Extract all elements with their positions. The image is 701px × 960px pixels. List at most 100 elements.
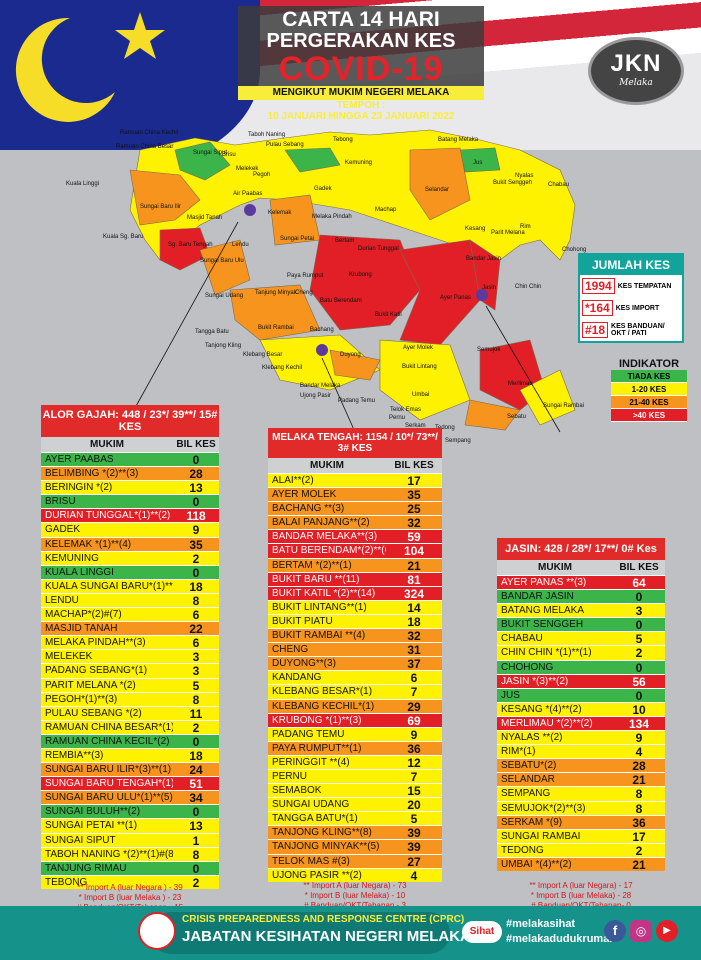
bil-kes-value: 0 (192, 805, 200, 820)
import-value: *164 (582, 300, 613, 316)
mukim-name: BUKIT PIATU (272, 615, 333, 627)
flag-canton (0, 0, 260, 150)
map-label: Padang Temu (338, 398, 375, 404)
table-row: KRUBONG *(1)**(3) 69 (268, 712, 442, 728)
bil-kes-value: 35 (407, 488, 421, 503)
mukim-name: BUKIT KATIL *(2)**(14) (272, 587, 376, 599)
table-row: TELOK MAS #(3) 27 (268, 853, 442, 869)
bil-kes-value: 39 (407, 840, 421, 855)
bil-kes-value: 69 (407, 713, 421, 728)
bil-kes-value: 8 (192, 692, 200, 707)
table-row: SEMABOK 15 (268, 783, 442, 798)
mukim-name: ALAI**(2) (272, 475, 314, 486)
table-row: BELIMBING *(2)**(3) 28 (41, 466, 219, 482)
indikator-legend: INDIKATOR TIADA KES 1-20 KES 21-40 KES >… (611, 358, 687, 422)
tempatan-value: 1994 (582, 278, 615, 294)
sihat-app-icon[interactable]: Sihat (462, 921, 502, 943)
map-label: Sebatu (507, 414, 527, 420)
map-label: Sungai Siput (193, 150, 228, 156)
table-row: BATANG MELAKA 3 (497, 603, 665, 618)
bil-kes-value: 36 (632, 815, 646, 830)
subtitle: MENGIKUT MUKIM NEGERI MELAKA (238, 86, 484, 100)
bil-kes-value: 24 (189, 763, 203, 778)
bil-kes-value: 6 (192, 608, 200, 623)
map-label: Paya Rumput (287, 273, 324, 279)
mukim-name: KEMUNING (45, 552, 99, 564)
bil-kes-value: 59 (407, 530, 421, 545)
table-row: PAYA RUMPUT**(1) 36 (268, 740, 442, 756)
bil-kes-value: 8 (635, 787, 643, 802)
mukim-name: BATANG MELAKA (501, 605, 584, 617)
mukim-name: MELAKA PINDAH**(3) (45, 637, 146, 649)
mukim-name: MERLIMAU *(2)**(2) (501, 717, 593, 729)
map-label: Bertam (335, 238, 355, 244)
bil-kes-value: 28 (189, 467, 203, 482)
mukim-name: UJONG PASIR **(2) (272, 869, 362, 881)
table-row: KELEMAK *(1)**(4) 35 (41, 536, 219, 552)
table-row: CHENG 31 (268, 642, 442, 657)
bil-kes-value: 0 (192, 453, 200, 467)
map-label: Semujok (477, 347, 501, 353)
mukim-name: SUNGAI BARU ULU*(1)**(5) (45, 792, 173, 804)
alor-gajah-title: ALOR GAJAH: 448 / 23*/ 39**/ 15# KES (41, 405, 219, 437)
location-pin-icon (316, 344, 328, 356)
map-label: Cheng (295, 290, 313, 296)
jkn-logo-text: JKN (610, 50, 662, 77)
table-row: KANDANG 6 (268, 670, 442, 685)
import-label: KES IMPORT (615, 304, 660, 312)
hashtag-melakadudukrumah[interactable]: #melakadudukrumah (506, 933, 617, 945)
bil-kes-value: 6 (192, 636, 200, 651)
hashtag-melakasihat[interactable]: #melakasihat (506, 918, 576, 930)
tempatan-label: KES TEMPATAN (617, 282, 672, 290)
mukim-name: SEBATU*(2) (501, 760, 557, 772)
map-label: Batang Melaka (438, 137, 479, 143)
melaka-map (129, 129, 576, 433)
table-row: KEMUNING 2 (41, 550, 219, 566)
location-pin-icon (244, 204, 256, 216)
table-row: UMBAI *(4)**(2) 21 (497, 856, 665, 872)
mukim-name: TANGGA BATU*(1) (272, 813, 358, 825)
bil-kes-value: 2 (635, 646, 643, 661)
map-label: Ramuan China Kechil (120, 130, 179, 136)
bil-kes-value: 27 (407, 854, 421, 869)
mukim-name: BANDAR JASIN (501, 591, 574, 603)
table-row: KUALA SUNGAI BARU*(1)**(4) 18 (41, 578, 219, 594)
instagram-icon[interactable]: ◎ (630, 920, 652, 942)
mukim-name: CHABAU (501, 633, 543, 645)
table-row: TEBONG 2 (41, 874, 219, 890)
jkn-logo-sub: Melaka (619, 78, 653, 88)
map-label: Serkam (405, 423, 426, 429)
bil-kes-value: 21 (632, 773, 646, 788)
footnote: * Import B (luar Melaka) - 10 (304, 891, 406, 900)
table-row: GADEK 9 (41, 522, 219, 537)
mukim-name: TANJONG KLING**(8) (272, 827, 372, 839)
mukim-name: BUKIT BARU **(11) (272, 573, 360, 585)
map-label: Tanjong Kling (205, 343, 242, 349)
bil-kes-value: 0 (635, 618, 643, 633)
table-row: AYER PAABAS 0 (41, 452, 219, 467)
map-label: Selandar (425, 187, 450, 193)
facebook-icon[interactable]: f (604, 920, 626, 942)
table-row: BUKIT RAMBAI **(4) 32 (268, 628, 442, 643)
mukim-name: CHOHONG (501, 661, 554, 673)
bil-kes-value: 81 (407, 572, 421, 587)
map-label: Masjid Tanah (187, 215, 223, 221)
map-label: Sungai Petai (280, 236, 315, 242)
jasin-rows: AYER PANAS **(3) 64 BANDAR JASIN 0 BATANG ME… (497, 575, 665, 872)
footnote: ** Import A (luar Negara) - 17 (529, 881, 633, 890)
mukim-name: BUKIT RAMBAI **(4) (272, 630, 366, 642)
youtube-icon[interactable]: ▶ (656, 920, 678, 942)
table-row: TABOH NANING *(2)**(1)#(8) 8 (41, 846, 219, 862)
period: TEMPOH : 10 JANUARI HINGGA 23 JANUARI 20… (238, 100, 484, 122)
bil-kes-value: 37 (407, 657, 421, 672)
table-row: UJONG PASIR **(2) 4 (268, 867, 442, 883)
map-label: Duyong (340, 352, 361, 358)
map-label: Batu Berendam (320, 298, 362, 304)
mukim-name: RAMUAN CHINA KECIL*(2) (45, 735, 170, 747)
bil-kes-value: 3 (192, 650, 200, 665)
map-label: Taboh Naning (248, 132, 286, 138)
bil-kes-value: 4 (410, 868, 418, 883)
map-label: Sungai Udang (205, 293, 244, 299)
table-row: CHOHONG 0 (497, 659, 665, 675)
table-row: TANJUNG RIMAU 0 (41, 860, 219, 876)
